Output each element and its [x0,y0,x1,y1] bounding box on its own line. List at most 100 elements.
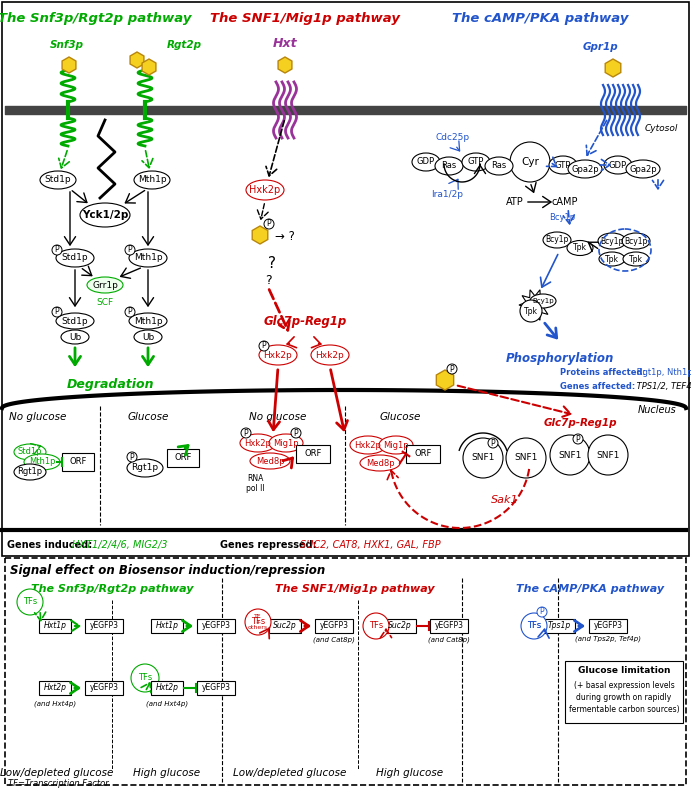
Text: yEGFP3: yEGFP3 [202,683,231,693]
Text: Med8p: Med8p [256,457,284,466]
Text: (and Cat8p): (and Cat8p) [428,636,470,642]
Text: Mth1p: Mth1p [133,317,162,326]
Circle shape [488,438,498,448]
Ellipse shape [435,157,463,175]
Text: Genes affected:: Genes affected: [560,382,635,391]
Text: TFs: TFs [23,598,37,606]
Text: P: P [540,607,545,617]
Ellipse shape [129,313,167,329]
Text: Cytosol: Cytosol [645,124,678,133]
Text: Std1p: Std1p [61,317,88,326]
Text: Low/depleted glucose: Low/depleted glucose [234,768,347,778]
Text: Glucose: Glucose [127,412,169,422]
Bar [167,449,199,467]
Polygon shape [130,52,144,68]
Text: RNA
pol II: RNA pol II [246,474,265,494]
Ellipse shape [259,345,297,365]
Polygon shape [142,59,156,75]
Ellipse shape [134,330,162,344]
Circle shape [264,219,274,229]
Text: yEGFP3: yEGFP3 [319,622,348,630]
Text: P: P [244,429,248,438]
Circle shape [521,613,547,639]
Circle shape [245,609,271,635]
Text: Mig1p: Mig1p [384,441,409,450]
Circle shape [510,142,550,182]
Text: yEGFP3: yEGFP3 [90,622,118,630]
Text: Ub: Ub [142,333,154,342]
Circle shape [550,435,590,475]
Text: The Snf3p/Rgt2p pathway: The Snf3p/Rgt2p pathway [31,584,193,594]
Circle shape [125,307,135,317]
Ellipse shape [462,153,490,171]
Ellipse shape [14,464,46,480]
Ellipse shape [412,153,440,171]
Text: Hxt1p: Hxt1p [155,622,178,630]
Text: GDP: GDP [609,161,627,170]
Text: Mth1p: Mth1p [29,458,55,466]
Ellipse shape [134,171,170,189]
Text: Suc2p: Suc2p [273,622,297,630]
Text: Bcy1p: Bcy1p [549,213,575,222]
Text: Low/depleted glucose: Low/depleted glucose [0,768,114,778]
Text: Genes induced:: Genes induced: [7,540,93,550]
Text: TF
+
others: TF + others [248,614,268,630]
Text: Grr1p: Grr1p [92,281,118,290]
Text: Genes repressed:: Genes repressed: [220,540,316,550]
Text: Yck1/2p: Yck1/2p [82,210,129,220]
Circle shape [463,438,503,478]
Ellipse shape [311,345,349,365]
Ellipse shape [485,157,513,175]
Circle shape [241,428,251,438]
Text: yEGFP3: yEGFP3 [435,622,464,630]
Text: P: P [450,365,454,374]
Text: → ?: → ? [275,230,295,243]
Text: Hxk2p: Hxk2p [354,441,381,450]
Text: TF=Transcription Factor: TF=Transcription Factor [8,779,108,788]
Text: (and Cat8p): (and Cat8p) [313,636,355,642]
Circle shape [259,341,269,351]
Ellipse shape [246,180,284,200]
Text: Ras: Ras [491,162,507,170]
Ellipse shape [360,455,400,471]
Text: Std1p: Std1p [18,447,42,457]
Text: P: P [294,429,299,438]
Ellipse shape [61,330,89,344]
Polygon shape [62,57,76,73]
Text: Ub: Ub [69,333,81,342]
Text: P: P [128,307,132,317]
Text: Suc2p: Suc2p [388,622,412,630]
Text: P: P [130,453,134,462]
Text: Bcy1p: Bcy1p [545,235,569,245]
Bar [296,445,330,463]
Text: TFs: TFs [138,674,152,682]
Ellipse shape [240,434,276,452]
Text: Cyr: Cyr [521,157,539,167]
Text: P: P [267,219,272,229]
Text: P: P [55,246,59,254]
Text: GTP: GTP [468,158,484,166]
Bar [151,681,183,695]
Bar [315,619,353,633]
Ellipse shape [598,233,626,249]
Text: TFs: TFs [527,622,541,630]
Text: The cAMP/PKA pathway: The cAMP/PKA pathway [452,12,628,25]
Circle shape [291,428,301,438]
Text: Glc7p-Reg1p: Glc7p-Reg1p [263,315,347,328]
Text: (and Tps2p, Tef4p): (and Tps2p, Tef4p) [575,636,641,642]
Text: P: P [576,434,580,443]
Text: ?: ? [265,274,272,286]
Circle shape [52,307,62,317]
Bar [543,619,575,633]
Circle shape [52,245,62,255]
Ellipse shape [622,233,650,249]
Text: Mth1p: Mth1p [133,254,162,262]
Text: TFs: TFs [251,618,265,626]
Text: TPS1/2, TEF4, FBP, PDC1: TPS1/2, TEF4, FBP, PDC1 [634,382,691,391]
Polygon shape [252,226,268,244]
Text: P: P [262,342,266,350]
Ellipse shape [56,249,94,267]
Circle shape [537,607,547,617]
Text: GDP: GDP [417,158,435,166]
Text: Tpk: Tpk [524,306,538,315]
